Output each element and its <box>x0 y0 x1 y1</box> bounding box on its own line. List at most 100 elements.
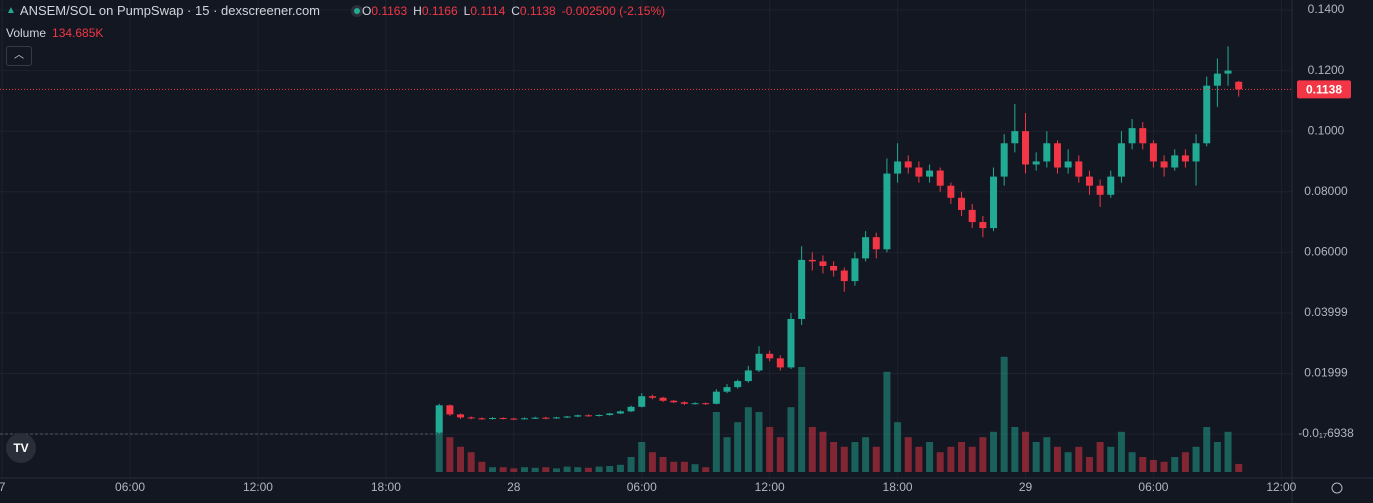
volume-bar <box>1192 446 1200 472</box>
ohlc-value: 0.1138 <box>519 3 556 18</box>
volume-bar <box>1181 452 1189 472</box>
x-tick-label: 12:00 <box>755 480 785 494</box>
volume-bar <box>787 407 795 472</box>
candle-body <box>808 259 816 262</box>
candle-body <box>958 197 966 210</box>
candle-body <box>830 265 838 271</box>
logo: ▲ <box>6 5 16 16</box>
volume-bar <box>926 442 934 472</box>
volume-bar <box>691 464 699 472</box>
volume-bar <box>819 431 827 472</box>
volume-bar <box>659 457 667 472</box>
last-price-label: 0.1138 <box>1306 83 1342 97</box>
ohlc-value: 0.1114 <box>470 3 506 18</box>
candle-body <box>457 414 465 418</box>
candle-body <box>936 170 944 186</box>
x-tick-label: 06:00 <box>1138 480 1168 494</box>
y-tick-label: 0.08000 <box>1304 184 1348 198</box>
x-tick-label: 7 <box>0 480 6 494</box>
grid <box>0 0 1292 478</box>
candle-body <box>659 397 667 401</box>
volume-bar <box>1053 446 1061 472</box>
ohlc-key: H <box>413 3 422 18</box>
volume-bar <box>457 446 465 472</box>
y-tick-label: 0.06000 <box>1304 245 1348 259</box>
candle-body <box>467 417 475 419</box>
volume-bar <box>936 452 944 472</box>
candle-body <box>691 403 699 405</box>
tradingview-logo[interactable] <box>6 433 36 463</box>
volume-bar <box>1075 446 1083 472</box>
candle-body <box>1096 185 1104 195</box>
volume-bar <box>1203 427 1211 472</box>
volume-bar <box>1117 431 1125 472</box>
volume-bar <box>1171 457 1179 472</box>
candle-body <box>926 170 934 177</box>
candle-body <box>723 387 731 392</box>
candle-body <box>1011 131 1019 144</box>
volume-bar <box>776 437 784 472</box>
candle-body <box>1181 155 1189 162</box>
volume-bar <box>1224 431 1232 472</box>
volume-bar <box>979 437 987 472</box>
volume-bar <box>798 367 806 472</box>
last-price-box <box>1297 80 1351 99</box>
volume-bar <box>638 442 646 472</box>
candle-body <box>883 173 891 250</box>
volume-bar <box>595 466 603 472</box>
candle-body <box>446 405 454 415</box>
candle-body <box>1053 143 1061 168</box>
candle-body <box>1032 161 1040 165</box>
ohlc-key: C <box>511 3 520 18</box>
volume-value: 134.685K <box>52 26 104 40</box>
x-tick-label: 06:00 <box>115 480 145 494</box>
candle-body <box>574 415 582 417</box>
candle-body <box>1107 176 1115 195</box>
candle-body <box>1075 161 1083 177</box>
candle-body <box>520 418 528 420</box>
change: -0.002500 (-2.15%) <box>561 3 666 18</box>
candle-body <box>840 270 848 282</box>
volume-bar <box>990 431 998 472</box>
candle-body <box>670 400 678 403</box>
volume-bar <box>542 467 550 472</box>
y-tick-label: 0.1400 <box>1308 2 1345 16</box>
candle-body <box>915 167 923 177</box>
candle-body <box>648 396 656 398</box>
candle-body <box>766 353 774 359</box>
volume-bar <box>734 422 742 472</box>
candle-body <box>552 417 560 419</box>
candle-body <box>584 415 592 417</box>
candle-body <box>627 406 635 412</box>
candle-body <box>702 403 710 405</box>
volume-bar <box>680 461 688 472</box>
volume-bar <box>1032 442 1040 472</box>
volume-bar <box>1235 463 1243 472</box>
candle-body <box>563 416 571 418</box>
volume-bar <box>904 437 912 472</box>
candle-body <box>862 237 870 259</box>
candle-body <box>968 209 976 223</box>
candle-body <box>616 411 624 414</box>
volume-bar <box>1149 460 1157 472</box>
volume-bar <box>915 446 923 472</box>
x-tick-label: 06:00 <box>627 480 657 494</box>
volume-bar <box>1011 427 1019 472</box>
volume-bar <box>723 437 731 472</box>
collapse-button[interactable]: ︿ <box>6 46 32 66</box>
volume-bar <box>851 442 859 472</box>
volume-bar <box>467 452 475 472</box>
volume-bar <box>1021 431 1029 472</box>
candle-body <box>1043 143 1051 162</box>
volume-bar <box>606 466 614 472</box>
settings-icon[interactable] <box>1331 482 1343 494</box>
candle-body <box>894 161 902 174</box>
candle-body <box>990 176 998 229</box>
candle-body <box>488 418 496 420</box>
volume-bar <box>1000 356 1008 472</box>
candle-body <box>904 161 912 168</box>
candle-body <box>531 417 539 419</box>
volume-bar <box>894 422 902 472</box>
y-tick-label: 0.1200 <box>1308 63 1345 77</box>
